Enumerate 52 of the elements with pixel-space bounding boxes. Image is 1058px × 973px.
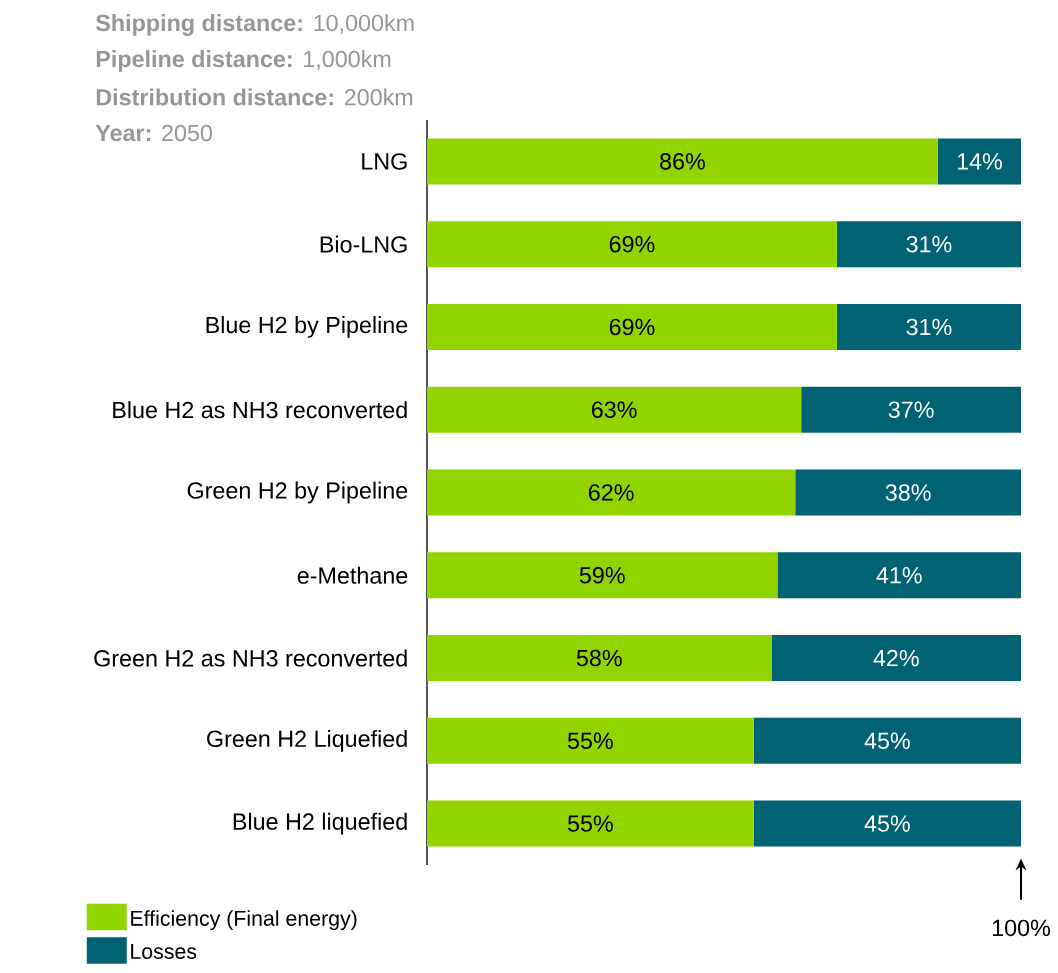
text: Year: 2050 xyxy=(95,124,212,142)
y-tick-label: LNG xyxy=(362,153,407,170)
y-tick-label: Blue H2 by Pipeline xyxy=(206,316,408,338)
legend-label: Efficiency (Final energy) xyxy=(131,910,357,931)
bar xyxy=(427,635,772,682)
bar xyxy=(427,717,754,764)
bar xyxy=(427,138,938,185)
bar xyxy=(801,386,1021,433)
data-label: 42% xyxy=(873,649,919,667)
bar xyxy=(795,469,1021,516)
data-label: 69% xyxy=(609,318,655,336)
data-label: 31% xyxy=(906,235,952,253)
data-label: 62% xyxy=(588,484,634,501)
data-label: 31% xyxy=(906,318,952,336)
bar xyxy=(777,552,1021,599)
bar xyxy=(753,800,1021,847)
y-tick-label: Green H2 Liquefied xyxy=(207,729,407,752)
data-label: 14% xyxy=(957,153,1002,170)
data-label: 86% xyxy=(660,153,705,170)
text: Pipeline distance: 1,000km xyxy=(96,50,391,72)
data-label: 63% xyxy=(591,401,637,418)
data-label: 37% xyxy=(888,401,934,418)
data-label: 58% xyxy=(576,649,622,667)
bar xyxy=(427,469,796,516)
legend-label: Losses xyxy=(131,944,197,959)
bar xyxy=(427,552,778,599)
bar xyxy=(427,800,754,847)
y-tick-label: Blue H2 as NH3 reconverted xyxy=(113,401,407,419)
data-label: 45% xyxy=(864,732,910,750)
data-label: 55% xyxy=(567,732,613,750)
data-label: 69% xyxy=(609,235,655,253)
text: Distribution distance: 200km xyxy=(96,88,413,106)
bar xyxy=(427,221,837,268)
bar xyxy=(771,635,1021,682)
data-label: 38% xyxy=(885,484,931,501)
data-label: 45% xyxy=(864,815,910,832)
annotation: 100% xyxy=(992,919,1051,937)
text: Shipping distance: 10,000km xyxy=(95,14,414,36)
bar xyxy=(836,303,1021,350)
bar xyxy=(427,386,802,433)
bar xyxy=(836,221,1021,268)
y-tick-label: Green H2 as NH3 reconverted xyxy=(94,649,407,667)
data-label: 59% xyxy=(579,567,625,584)
y-tick-label: Blue H2 liquefied xyxy=(233,812,407,835)
bar xyxy=(427,303,837,350)
bar xyxy=(753,717,1021,764)
data-label: 55% xyxy=(567,815,613,832)
bar xyxy=(937,138,1021,185)
y-tick-label: e-Methane xyxy=(297,566,408,584)
data-label: 41% xyxy=(876,567,922,584)
y-tick-label: Green H2 by Pipeline xyxy=(187,481,408,504)
y-tick-label: Bio-LNG xyxy=(320,235,407,253)
